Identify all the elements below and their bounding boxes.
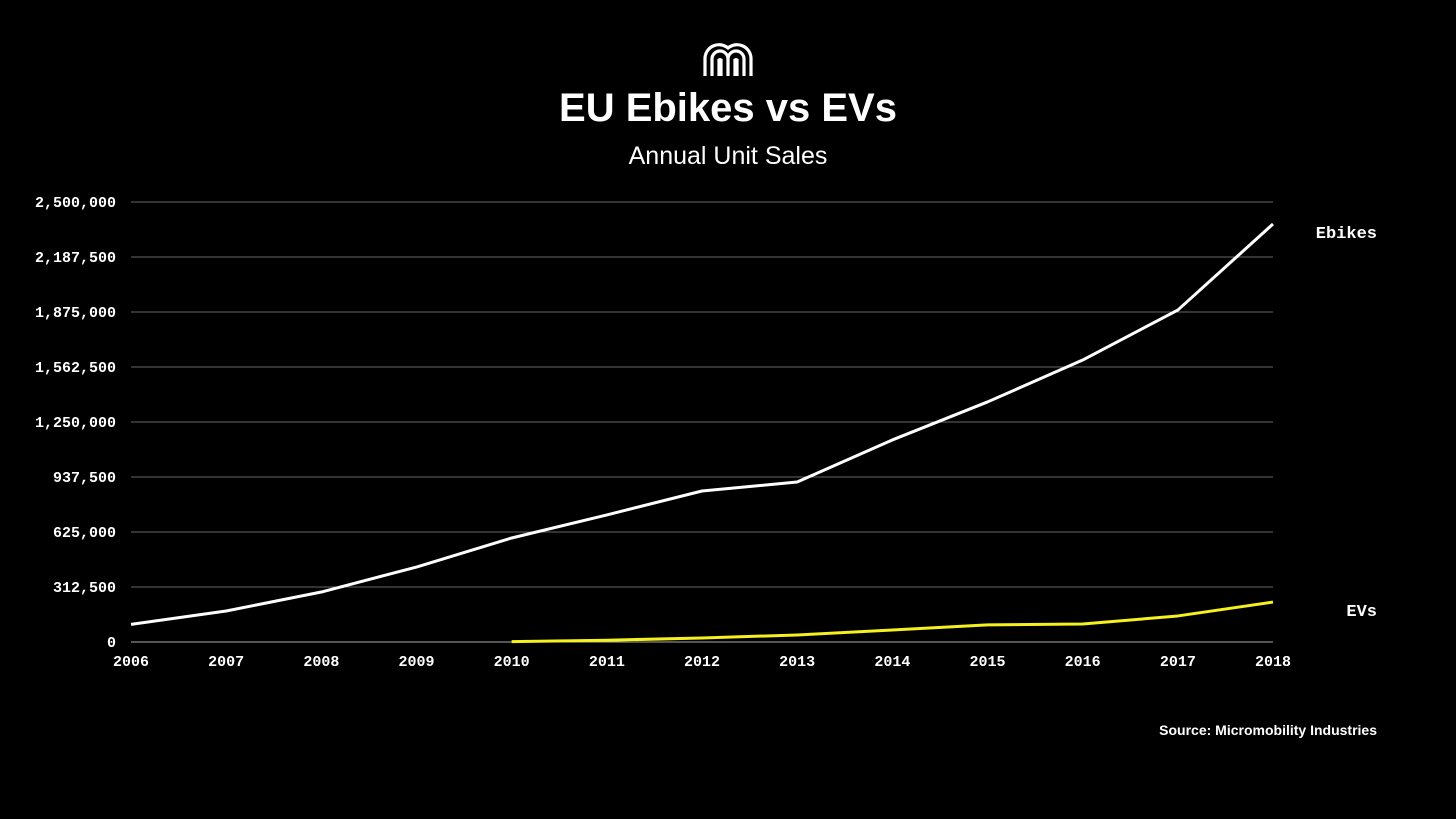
- x-tick-label: 2007: [208, 654, 244, 671]
- y-tick-label: 2,500,000: [35, 195, 116, 212]
- chart-title: EU Ebikes vs EVs: [559, 86, 897, 130]
- chart-subtitle: Annual Unit Sales: [628, 142, 828, 170]
- series-label-ebikes: Ebikes: [1316, 225, 1377, 244]
- x-tick-label: 2014: [874, 654, 910, 671]
- x-tick-label: 2006: [113, 654, 149, 671]
- y-tick-label: 312,500: [53, 580, 116, 597]
- series-label-evs: EVs: [1346, 603, 1377, 622]
- y-tick-label: 0: [107, 635, 116, 652]
- y-tick-label: 937,500: [53, 470, 116, 487]
- micromobility-logo-icon: [703, 43, 753, 76]
- y-tick-label: 2,187,500: [35, 250, 116, 267]
- source-note: Source: Micromobility Industries: [1159, 722, 1377, 738]
- x-tick-label: 2013: [779, 654, 815, 671]
- y-tick-label: 1,250,000: [35, 415, 116, 432]
- x-tick-label: 2008: [303, 654, 339, 671]
- y-tick-label: 625,000: [53, 525, 116, 542]
- series-line-evs: [511, 600, 1274, 644]
- x-tick-label: 2016: [1065, 654, 1101, 671]
- x-tick-label: 2010: [494, 654, 530, 671]
- x-tick-label: 2009: [398, 654, 434, 671]
- x-tick-label: 2015: [969, 654, 1005, 671]
- x-tick-label: 2011: [589, 654, 625, 671]
- series-line-ebikes: [130, 222, 1275, 626]
- x-tick-label: 2012: [684, 654, 720, 671]
- x-tick-label: 2017: [1160, 654, 1196, 671]
- x-tick-label: 2018: [1255, 654, 1291, 671]
- y-tick-label: 1,875,000: [35, 305, 116, 322]
- y-tick-label: 1,562,500: [35, 360, 116, 377]
